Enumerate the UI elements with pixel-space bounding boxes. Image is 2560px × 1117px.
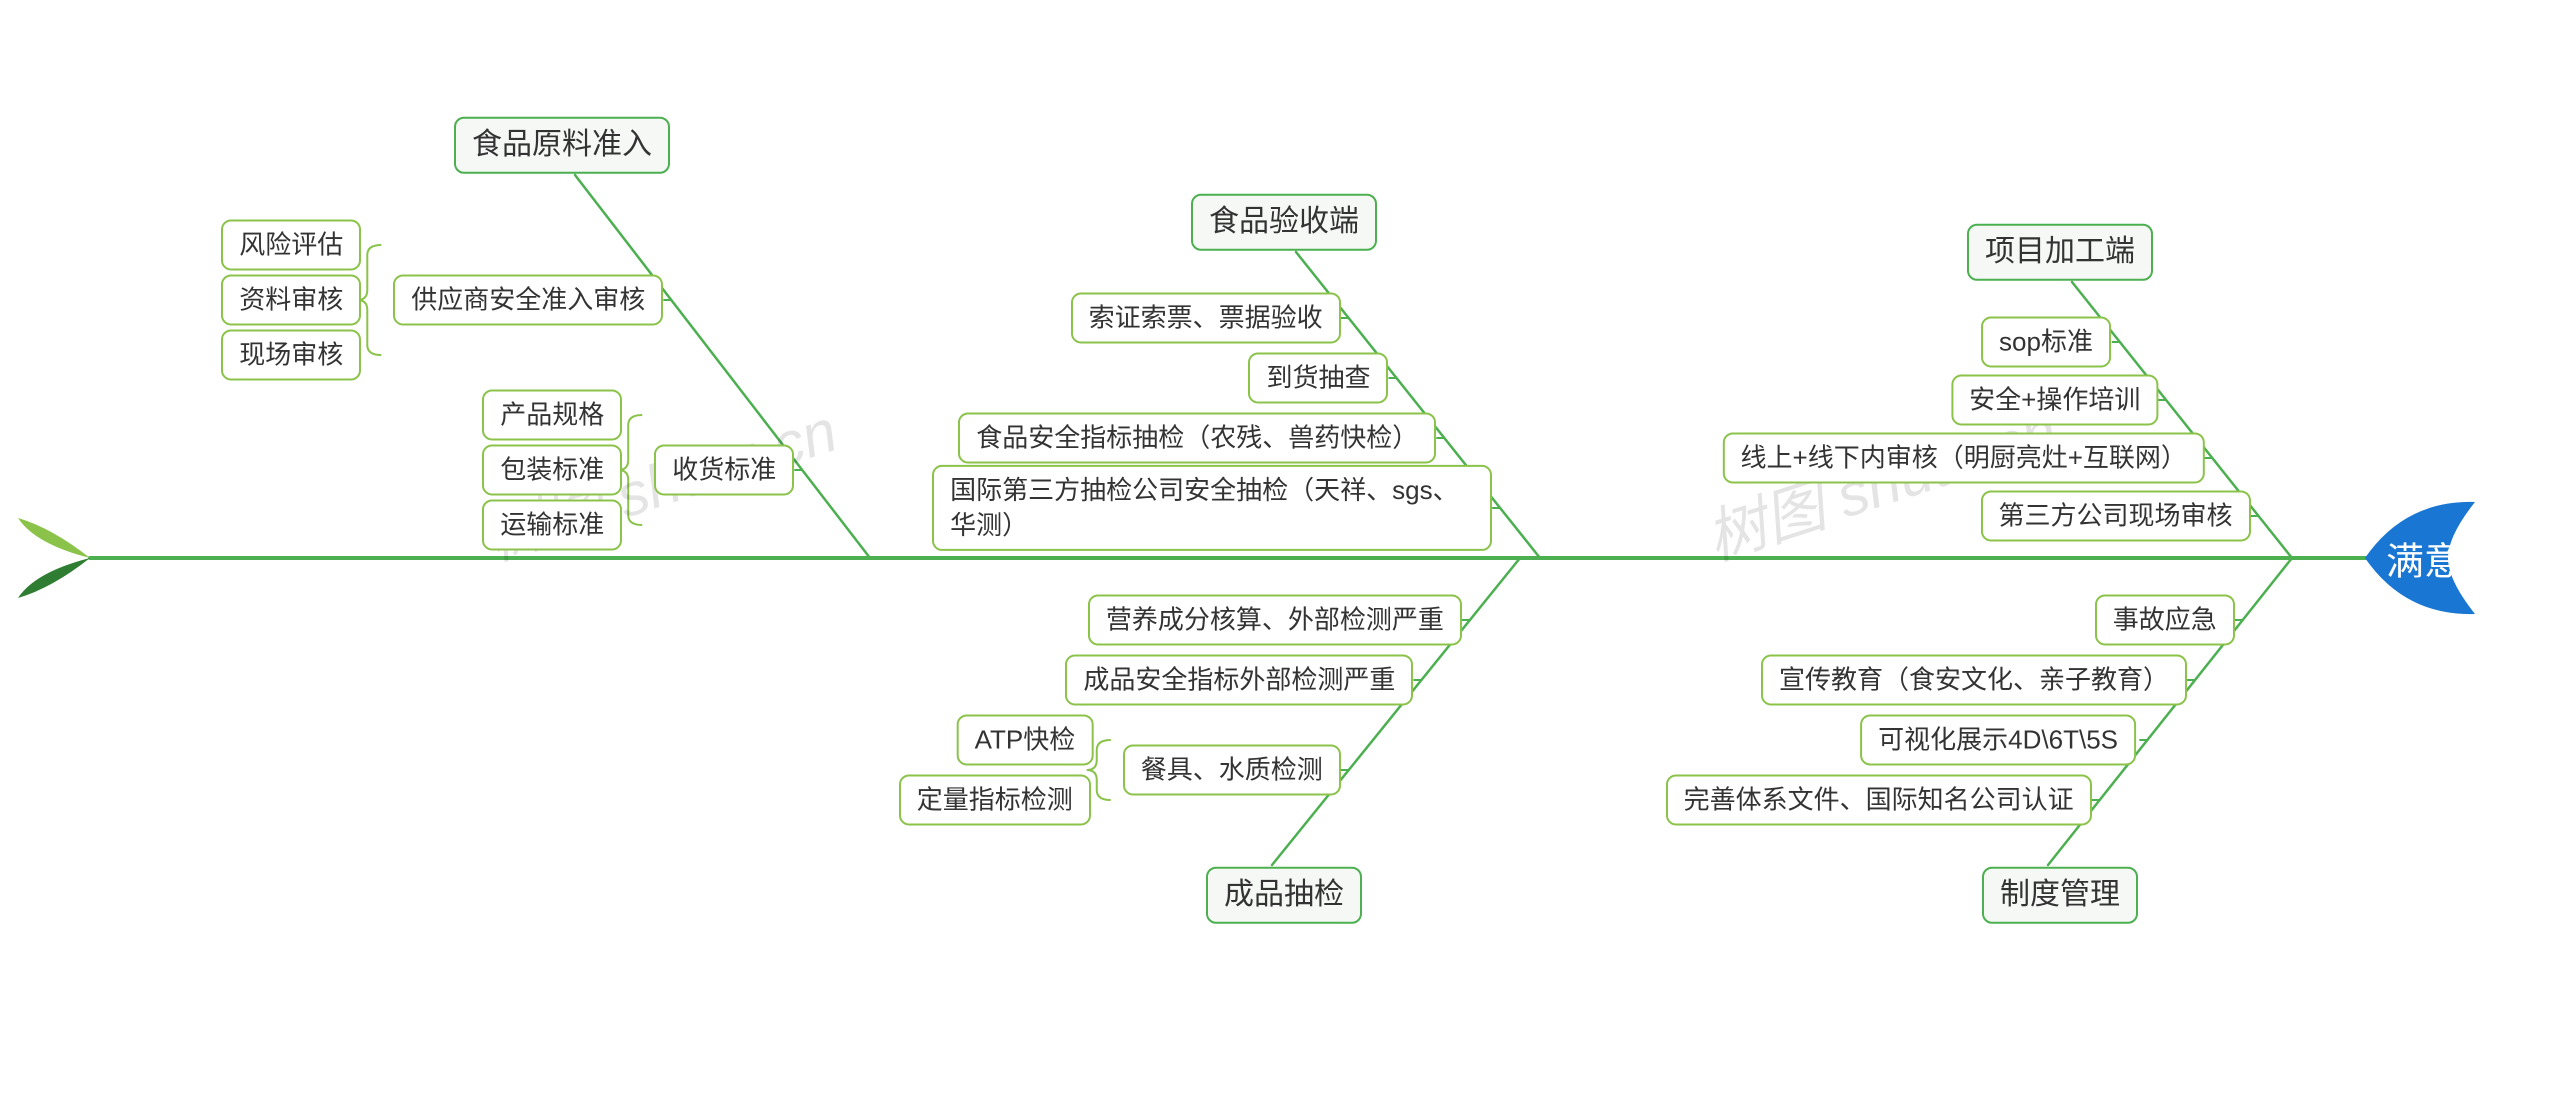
sub-node: 食品安全指标抽检（农残、兽药快检） [958,412,1436,463]
category-node: 制度管理 [1982,867,2138,924]
leaf-node: 包装标准 [482,444,622,495]
sub-node: 成品安全指标外部检测严重 [1065,654,1413,705]
sub-node: 收货标准 [654,444,794,495]
sub-node: 完善体系文件、国际知名公司认证 [1666,774,2092,825]
leaf-node: 资料审核 [221,274,361,325]
leaf-node: 运输标准 [482,499,622,550]
leaf-node: 定量指标检测 [899,774,1091,825]
sub-node: 到货抽查 [1248,352,1388,403]
sub-node: sop标准 [1981,316,2111,367]
leaf-node: 产品规格 [482,389,622,440]
sub-node: 餐具、水质检测 [1123,744,1341,795]
category-node: 成品抽检 [1206,867,1362,924]
category-node: 食品原料准入 [454,117,670,174]
category-node: 食品验收端 [1191,194,1377,251]
sub-node: 国际第三方抽检公司安全抽检（天祥、sgs、华测） [932,465,1492,551]
sub-node: 宣传教育（食安文化、亲子教育） [1761,654,2187,705]
category-node: 项目加工端 [1967,224,2153,281]
leaf-node: 风险评估 [221,219,361,270]
sub-node: 第三方公司现场审核 [1981,490,2251,541]
fishbone-head: 满意 [2386,531,2462,586]
sub-node: 线上+线下内审核（明厨亮灶+互联网） [1723,432,2205,483]
leaf-node: 现场审核 [221,329,361,380]
sub-node: 索证索票、票据验收 [1071,292,1341,343]
sub-node: 安全+操作培训 [1951,374,2158,425]
sub-node: 可视化展示4D\6T\5S [1860,714,2136,765]
sub-node: 营养成分核算、外部检测严重 [1088,594,1462,645]
sub-node: 供应商安全准入审核 [393,274,663,325]
fishbone-svg [0,0,2560,1117]
sub-node: 事故应急 [2095,594,2235,645]
leaf-node: ATP快检 [957,714,1094,765]
